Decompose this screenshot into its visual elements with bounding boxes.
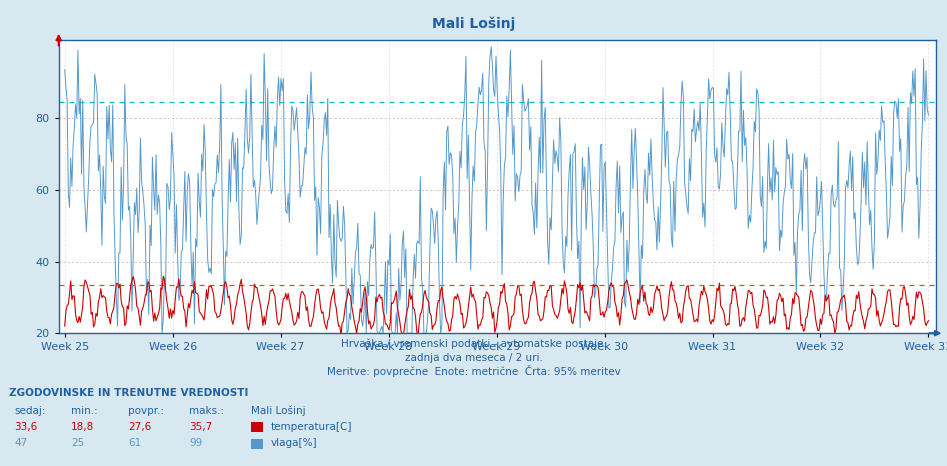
Text: 61: 61 bbox=[128, 439, 141, 448]
Text: ZGODOVINSKE IN TRENUTNE VREDNOSTI: ZGODOVINSKE IN TRENUTNE VREDNOSTI bbox=[9, 388, 249, 398]
Text: 27,6: 27,6 bbox=[128, 422, 152, 432]
Text: 33,6: 33,6 bbox=[14, 422, 38, 432]
Text: zadnja dva meseca / 2 uri.: zadnja dva meseca / 2 uri. bbox=[404, 353, 543, 363]
Text: Hrvaška / vremenski podatki - avtomatske postaje.: Hrvaška / vremenski podatki - avtomatske… bbox=[341, 339, 606, 349]
Text: maks.:: maks.: bbox=[189, 406, 224, 416]
Text: 25: 25 bbox=[71, 439, 84, 448]
Text: temperatura[C]: temperatura[C] bbox=[271, 422, 352, 432]
Text: sedaj:: sedaj: bbox=[14, 406, 45, 416]
Text: 35,7: 35,7 bbox=[189, 422, 213, 432]
Text: min.:: min.: bbox=[71, 406, 98, 416]
Text: povpr.:: povpr.: bbox=[128, 406, 164, 416]
Text: Mali Lošinj: Mali Lošinj bbox=[432, 16, 515, 31]
Text: 18,8: 18,8 bbox=[71, 422, 95, 432]
Text: vlaga[%]: vlaga[%] bbox=[271, 439, 317, 448]
Text: 47: 47 bbox=[14, 439, 27, 448]
Text: Meritve: povprečne  Enote: metrične  Črta: 95% meritev: Meritve: povprečne Enote: metrične Črta:… bbox=[327, 365, 620, 377]
Text: 99: 99 bbox=[189, 439, 203, 448]
Text: Mali Lošinj: Mali Lošinj bbox=[251, 405, 306, 416]
